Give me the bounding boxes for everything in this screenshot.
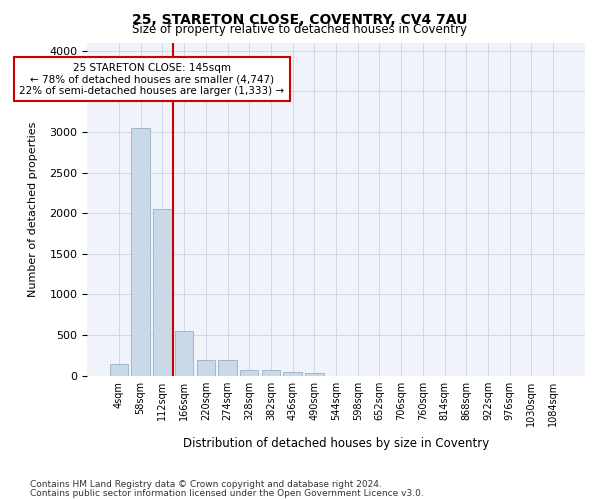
Bar — [197, 360, 215, 376]
Bar — [283, 372, 302, 376]
Text: Size of property relative to detached houses in Coventry: Size of property relative to detached ho… — [133, 22, 467, 36]
Text: Contains public sector information licensed under the Open Government Licence v3: Contains public sector information licen… — [30, 488, 424, 498]
Text: Contains HM Land Registry data © Crown copyright and database right 2024.: Contains HM Land Registry data © Crown c… — [30, 480, 382, 489]
Bar — [175, 331, 193, 376]
Bar — [218, 360, 237, 376]
Bar — [262, 370, 280, 376]
Y-axis label: Number of detached properties: Number of detached properties — [28, 122, 38, 297]
Bar — [240, 370, 259, 376]
Bar — [153, 209, 172, 376]
Text: 25 STARETON CLOSE: 145sqm
← 78% of detached houses are smaller (4,747)
22% of se: 25 STARETON CLOSE: 145sqm ← 78% of detac… — [19, 62, 284, 96]
Text: 25, STARETON CLOSE, COVENTRY, CV4 7AU: 25, STARETON CLOSE, COVENTRY, CV4 7AU — [133, 12, 467, 26]
Bar — [110, 364, 128, 376]
Bar — [131, 128, 150, 376]
Bar — [305, 374, 323, 376]
X-axis label: Distribution of detached houses by size in Coventry: Distribution of detached houses by size … — [183, 437, 489, 450]
